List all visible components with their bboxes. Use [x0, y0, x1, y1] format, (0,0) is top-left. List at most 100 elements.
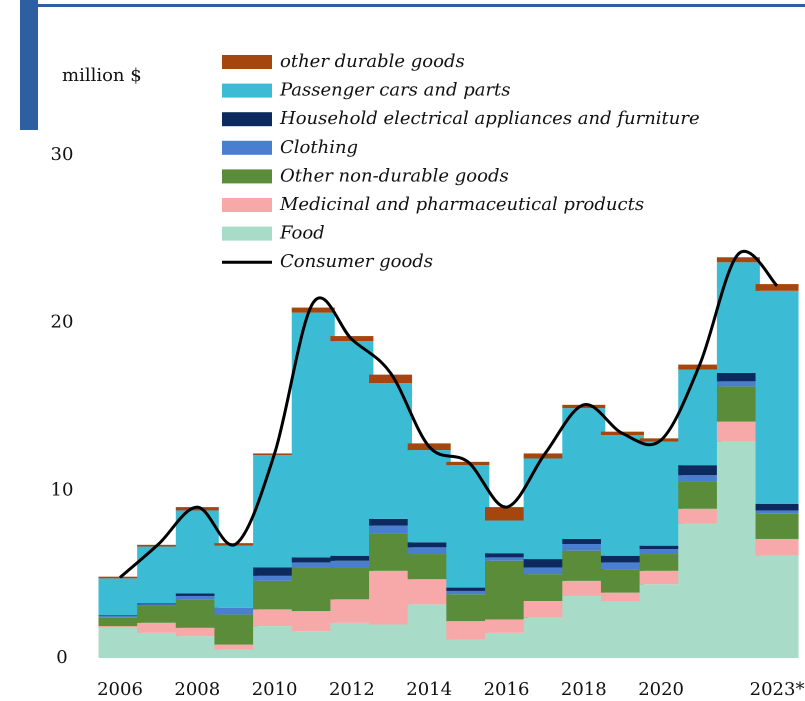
x-tick-label: 2023* — [750, 679, 805, 700]
bar-segment — [330, 567, 374, 600]
bar-segment — [523, 574, 567, 601]
bar-segment — [639, 554, 683, 571]
bar-segment — [523, 600, 567, 618]
legend-swatch — [222, 169, 272, 184]
bar-segment — [253, 609, 297, 627]
bar-segment — [562, 550, 606, 581]
bar-segment — [485, 520, 528, 554]
bar-segment — [562, 404, 606, 409]
x-tick-label: 2014 — [406, 679, 452, 700]
legend-label: other durable goods — [280, 51, 465, 72]
bar-segment — [407, 554, 451, 580]
bar-segment — [600, 569, 644, 593]
bar-segment — [716, 386, 760, 422]
bar-segment — [600, 555, 644, 563]
bar-segment — [755, 284, 799, 291]
bar-segment — [330, 599, 374, 623]
bar-segment — [678, 465, 722, 476]
bar-segment — [253, 626, 297, 658]
bar-segment — [600, 435, 644, 556]
bar-segment — [330, 560, 374, 568]
bar-segment — [755, 538, 799, 556]
bar-segment — [369, 570, 413, 625]
bar-segment — [678, 481, 722, 509]
bar-segment — [678, 508, 722, 524]
x-tick-label: 2018 — [561, 679, 607, 700]
line — [119, 249, 779, 579]
legend-swatch — [222, 140, 272, 155]
bar-segment — [291, 557, 335, 563]
bar-segment — [523, 458, 567, 560]
bar-segment — [446, 594, 490, 622]
bar-segment — [639, 549, 683, 555]
bar-segment — [755, 555, 799, 658]
bar-segment — [291, 611, 335, 632]
bar-segment — [716, 441, 760, 658]
bar-segment — [214, 545, 258, 608]
bar-segment — [369, 374, 413, 384]
y-tick-label: 20 — [51, 312, 74, 333]
bar-segment — [523, 617, 567, 658]
legend-label: Other non-durable goods — [280, 165, 509, 186]
bar-segment — [446, 587, 490, 591]
bar-segment — [253, 580, 297, 610]
bar-segment — [369, 533, 413, 571]
y-tick-label: 10 — [51, 479, 74, 500]
bar-segment — [523, 567, 567, 575]
bar-segment — [291, 307, 335, 313]
bar-segment — [330, 341, 374, 556]
bar-segment — [137, 632, 181, 658]
legend-label: Clothing — [280, 137, 358, 158]
bar-segment — [678, 475, 722, 482]
bar-segment — [291, 631, 335, 658]
bar-segment — [330, 555, 374, 561]
bar-segment — [214, 614, 258, 645]
bar-segment — [137, 604, 181, 607]
bar-segment — [755, 290, 799, 504]
bar-segment — [755, 513, 799, 539]
x-tick-label: 2010 — [252, 679, 298, 700]
bar-segment — [98, 627, 142, 658]
bar-segment — [214, 644, 258, 650]
bar-segment — [446, 590, 490, 595]
bar-segment — [98, 578, 142, 616]
bar-segment — [755, 503, 799, 511]
bar-segment — [98, 615, 142, 617]
bar-segment — [137, 603, 181, 605]
bar-segment — [291, 562, 335, 568]
bar-segment — [407, 579, 451, 605]
bar-segment — [175, 507, 219, 511]
bar-segment — [485, 560, 528, 620]
bar-segment — [137, 546, 181, 604]
bar-segment — [562, 595, 606, 658]
bar-segment — [562, 408, 606, 539]
bar-segment — [639, 584, 683, 658]
bar-segment — [330, 622, 374, 658]
bar-segment — [523, 559, 567, 568]
bar-segment — [562, 543, 606, 551]
bar-segment — [175, 510, 219, 594]
x-tick-label: 2006 — [97, 679, 143, 700]
bar-segment — [755, 510, 799, 514]
bar-segment — [175, 593, 219, 596]
bar-segment — [678, 523, 722, 658]
bar-segment — [407, 547, 451, 555]
bar-segment — [716, 262, 760, 373]
bar-segment — [485, 507, 528, 521]
bar-segment — [639, 441, 683, 546]
bar-segment — [485, 557, 528, 561]
bar-segment — [253, 575, 297, 581]
bar-segment — [253, 455, 297, 568]
legend-label: Passenger cars and parts — [279, 80, 511, 101]
bar-segment — [716, 372, 760, 382]
bar-segment — [485, 632, 528, 658]
bar-segment — [175, 599, 219, 628]
legend-swatch — [222, 198, 272, 212]
bar-segment — [98, 626, 142, 628]
bar-segment — [98, 616, 142, 618]
bar-segment — [639, 545, 683, 550]
bar-segment — [137, 622, 181, 633]
bar-segment — [214, 649, 258, 658]
bar-segment — [253, 567, 297, 576]
